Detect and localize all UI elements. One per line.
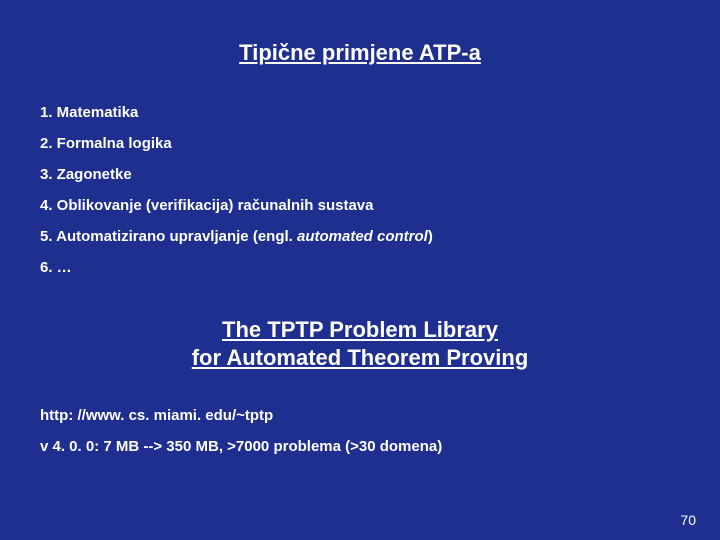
subtitle-line2: for Automated Theorem Proving [40,344,680,372]
version-text: v 4. 0. 0: 7 MB --> 350 MB, >7000 proble… [40,438,680,455]
list-item-text: 5. Automatizirano upravljanje (engl. [40,228,297,245]
url-text: http: //www. cs. miami. edu/~tptp [40,407,680,424]
list-item-after: ) [428,228,433,245]
list-item: 3. Zagonetke [40,166,680,183]
list-item: 5. Automatizirano upravljanje (engl. aut… [40,228,680,245]
list-item: 4. Oblikovanje (verifikacija) računalnih… [40,197,680,214]
list-item: 2. Formalna logika [40,135,680,152]
page-number: 70 [680,512,696,528]
subtitle-block: The TPTP Problem Library for Automated T… [40,316,680,371]
slide-title: Tipične primjene ATP-a [40,40,680,66]
list-item: 1. Matematika [40,104,680,121]
subtitle-line1: The TPTP Problem Library [40,316,680,344]
applications-list: 1. Matematika 2. Formalna logika 3. Zago… [40,104,680,276]
list-item: 6. … [40,259,680,276]
list-item-italic: automated control [297,228,428,245]
